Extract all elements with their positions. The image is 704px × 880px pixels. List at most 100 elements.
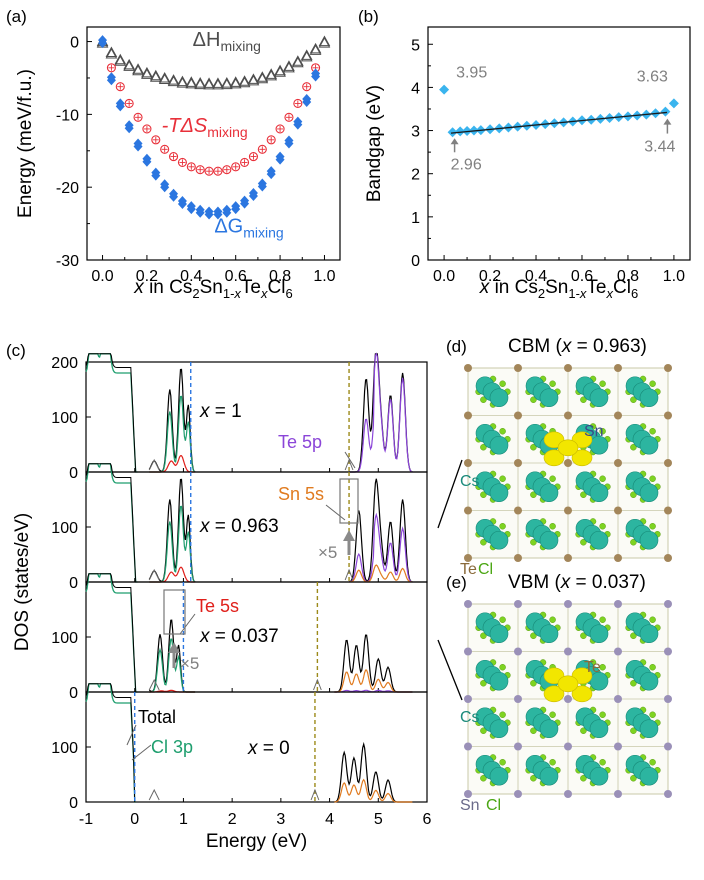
corner-atom bbox=[564, 695, 572, 703]
TdS-point bbox=[284, 112, 294, 122]
structure-title: VBM (x = 0.037) bbox=[508, 572, 646, 593]
TdS-point bbox=[257, 144, 267, 154]
TdS-point bbox=[248, 152, 258, 162]
dH-point bbox=[256, 71, 269, 82]
orbital-lobe bbox=[543, 449, 565, 467]
x-tick-label-a: 0.6 bbox=[225, 268, 247, 285]
y-tick-label-a: 0 bbox=[70, 35, 79, 52]
cs-atom bbox=[589, 388, 609, 408]
dH-point bbox=[158, 71, 171, 83]
cs-atom bbox=[489, 388, 509, 408]
cs-atom bbox=[489, 719, 509, 739]
dH-point bbox=[220, 77, 233, 88]
cl-atom bbox=[480, 539, 487, 546]
cs-atom bbox=[489, 530, 509, 550]
cl-atom bbox=[649, 711, 656, 718]
dH-point bbox=[212, 77, 224, 88]
TdS-point-cross bbox=[126, 100, 133, 107]
corner-atom bbox=[514, 742, 522, 751]
y-tick-label-a: -30 bbox=[56, 253, 79, 270]
cs-atom bbox=[489, 483, 509, 503]
y-tick-label-b: 3 bbox=[411, 124, 420, 141]
cs-atom bbox=[639, 624, 659, 644]
cl-atom bbox=[580, 632, 587, 639]
dG-point bbox=[240, 198, 250, 209]
x-axis-label-a: x in Cs2Sn1-xTexCl6 bbox=[133, 277, 292, 301]
corner-atom bbox=[614, 506, 622, 515]
dH-point bbox=[194, 78, 207, 90]
cl-atom bbox=[649, 428, 656, 435]
TdS-point-cross bbox=[197, 166, 204, 173]
corner-atom bbox=[564, 600, 572, 608]
cs-atom bbox=[639, 483, 659, 503]
te5p-curve bbox=[349, 512, 413, 583]
dH-point bbox=[265, 68, 278, 79]
leader-cl3p bbox=[131, 744, 152, 761]
cl-atom bbox=[599, 711, 606, 718]
sn5s-curve bbox=[334, 669, 413, 693]
total-curve-cb bbox=[348, 478, 413, 583]
sn5s-curve bbox=[334, 778, 413, 803]
corner-atom bbox=[464, 364, 472, 372]
TdS-point bbox=[213, 166, 223, 176]
leader-sn5s bbox=[325, 504, 346, 521]
subpanel-x-label: x = 0.963 bbox=[199, 516, 279, 537]
x-tick-label-a: 0.8 bbox=[269, 268, 291, 285]
cl-atom bbox=[499, 759, 506, 766]
cl-atom bbox=[549, 616, 556, 623]
arrowhead-x5-bottom bbox=[168, 642, 180, 653]
cl-atom bbox=[549, 523, 556, 530]
total-curve-cb bbox=[334, 634, 413, 693]
corner-atom bbox=[514, 364, 522, 372]
panel-label: (d) bbox=[446, 337, 467, 356]
TdS-point-cross bbox=[143, 125, 150, 132]
orbital-lobe bbox=[557, 439, 579, 457]
annotation-sn5s: Sn 5s bbox=[278, 484, 324, 504]
cl-atom bbox=[480, 632, 487, 639]
y-tick-label-a: -10 bbox=[56, 107, 79, 124]
subpanel-x-label: x = 0 bbox=[247, 738, 290, 759]
atom-label-cs: Cs bbox=[460, 709, 480, 726]
dH-point bbox=[309, 42, 322, 54]
TdS-point bbox=[133, 112, 143, 122]
cl-atom bbox=[530, 775, 537, 782]
panel-label-c: (c) bbox=[6, 341, 26, 360]
cs-atom bbox=[539, 483, 559, 503]
cl-atom bbox=[480, 491, 487, 498]
point-label-296: 2.96 bbox=[451, 156, 482, 173]
TdS-point-cross bbox=[117, 83, 124, 90]
panel-label-b: (b) bbox=[358, 7, 379, 26]
cs-atom bbox=[589, 624, 609, 644]
atom-label-center: Te bbox=[584, 659, 601, 676]
TdS-point bbox=[106, 63, 116, 73]
dH-point bbox=[300, 50, 313, 62]
TdS-point bbox=[151, 135, 161, 145]
cs-atom bbox=[639, 435, 659, 455]
cl-atom bbox=[530, 632, 537, 639]
TdS-point-cross bbox=[250, 153, 257, 160]
dH-point bbox=[176, 77, 189, 88]
small-peak-marker bbox=[148, 568, 160, 581]
y-tick-label-c: 100 bbox=[51, 410, 78, 427]
annotation-total: Total bbox=[138, 707, 176, 727]
cl3p-curve bbox=[85, 573, 138, 693]
corner-atom bbox=[664, 742, 672, 751]
dG-point bbox=[124, 123, 134, 134]
TdS-point bbox=[222, 165, 232, 175]
cl-atom bbox=[480, 680, 487, 687]
total-curve-gap bbox=[148, 368, 196, 473]
annotation-te5p: Te 5p bbox=[278, 432, 322, 452]
cl-atom bbox=[649, 664, 656, 671]
corner-atom bbox=[514, 695, 522, 703]
corner-atom bbox=[464, 695, 472, 703]
TdS-point bbox=[240, 157, 250, 167]
cl-atom bbox=[630, 396, 637, 403]
cl-atom bbox=[599, 523, 606, 530]
atom-label-corner: Te bbox=[460, 561, 477, 578]
dH-point bbox=[158, 73, 171, 84]
x-tick-label-a: 0.0 bbox=[91, 268, 113, 285]
y-tick-label-c: 200 bbox=[51, 355, 78, 372]
dG-point bbox=[142, 156, 152, 167]
TdS-point bbox=[169, 152, 179, 162]
x-tick-label-a: 0.4 bbox=[180, 268, 202, 285]
